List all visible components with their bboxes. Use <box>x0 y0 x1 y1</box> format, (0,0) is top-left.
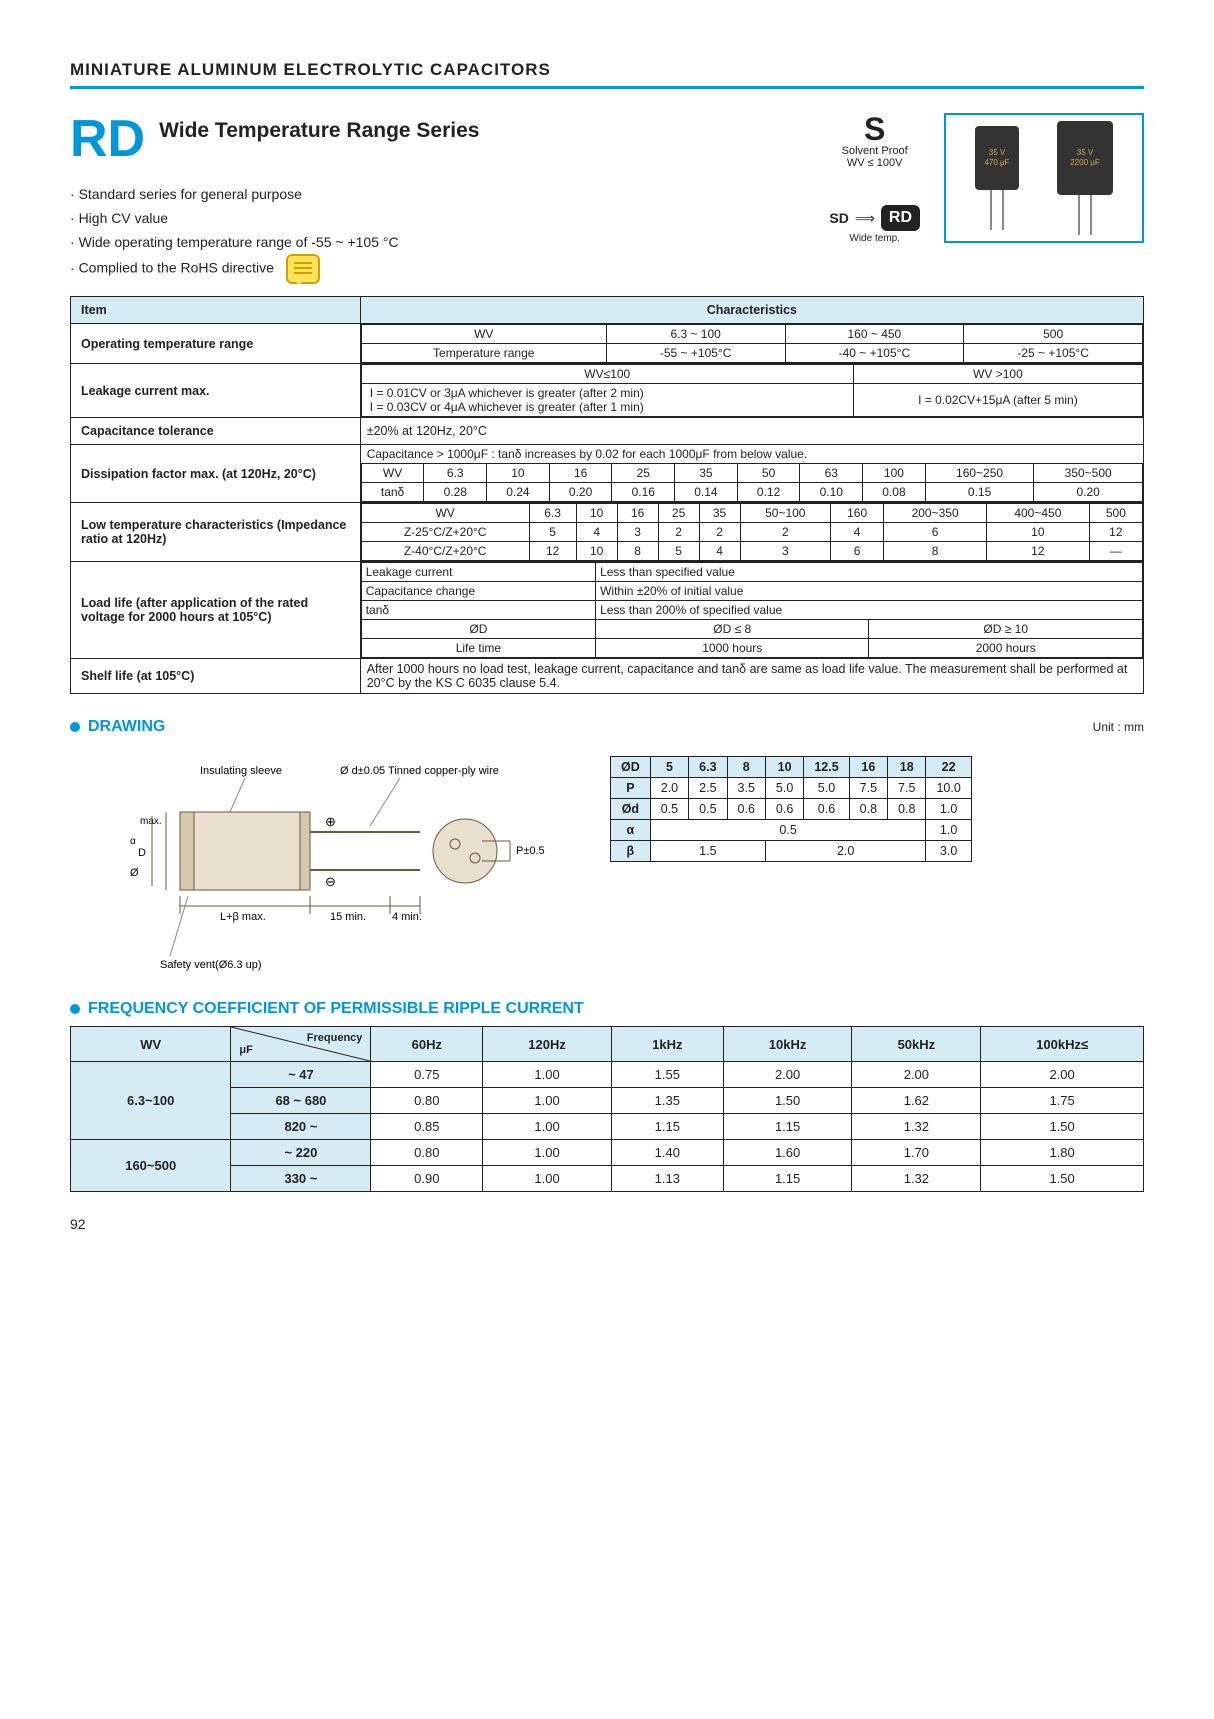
product-image-box: 35 V470 μF 35 V2200 μF <box>944 113 1144 243</box>
svg-text:4 min.: 4 min. <box>392 911 422 923</box>
row-dissipation: Dissipation factor max. (at 120Hz, 20°C)… <box>71 445 1144 503</box>
page-title: MINIATURE ALUMINUM ELECTROLYTIC CAPACITO… <box>70 60 1144 89</box>
svg-text:Safety vent(Ø6.3 up): Safety vent(Ø6.3 up) <box>160 959 262 971</box>
row-lowtemp: Low temperature characteristics (Impedan… <box>71 503 1144 562</box>
series-code: RD <box>70 113 145 165</box>
svg-text:max.: max. <box>140 816 162 827</box>
dimension-table: ØD56.381012.5161822P2.02.53.55.05.07.57.… <box>610 756 972 862</box>
header-row: RD Wide Temperature Range Series Standar… <box>70 113 1144 284</box>
svg-text:⊕: ⊕ <box>325 814 336 829</box>
drawing-svg: Insulating sleeve Ø d±0.05 Tinned copper… <box>70 756 570 976</box>
svg-text:Insulating sleeve: Insulating sleeve <box>200 765 282 777</box>
th-char: Characteristics <box>360 297 1143 324</box>
sd-badge: SD ⟹ RD <box>829 205 920 231</box>
bullet: Wide operating temperature range of -55 … <box>70 231 479 255</box>
svg-text:Ø d±0.05 Tinned copper-ply wir: Ø d±0.05 Tinned copper-ply wire <box>340 765 499 777</box>
capacitor-large-icon: 35 V2200 μF <box>1057 121 1113 195</box>
svg-text:15 min.: 15 min. <box>330 911 366 923</box>
row-shelf: Shelf life (at 105°C) After 1000 hours n… <box>71 659 1144 694</box>
row-op-temp: Operating temperature range WV6.3 ~ 1001… <box>71 324 1144 364</box>
svg-text:D: D <box>138 847 146 859</box>
bullet-list: Standard series for general purpose High… <box>70 183 479 284</box>
th-item: Item <box>71 297 361 324</box>
logo-icon: S <box>829 113 920 145</box>
row-leakage: Leakage current max. WV≤100WV >100 I = 0… <box>71 364 1144 418</box>
svg-text:⊖: ⊖ <box>325 874 336 889</box>
bullet: High CV value <box>70 207 479 231</box>
unit-label: Unit : mm <box>1093 720 1144 734</box>
bullet: Standard series for general purpose <box>70 183 479 207</box>
row-cap-tol: Capacitance tolerance ±20% at 120Hz, 20°… <box>71 418 1144 445</box>
bullet: Complied to the RoHS directive <box>70 254 479 284</box>
capacitor-small-icon: 35 V470 μF <box>975 126 1019 190</box>
svg-text:Ø: Ø <box>130 867 139 879</box>
svg-text:P±0.5: P±0.5 <box>516 845 545 857</box>
series-name: Wide Temperature Range Series <box>159 117 479 144</box>
frequency-table: WV Frequency μF60Hz120Hz1kHz10kHz50kHz10… <box>70 1026 1144 1192</box>
svg-text:L+β max.: L+β max. <box>220 911 266 923</box>
note-icon <box>286 254 320 284</box>
drawing-heading: DRAWING Unit : mm <box>70 718 1144 736</box>
sd-sub: Wide temp. <box>829 233 920 244</box>
row-load-life: Load life (after application of the rate… <box>71 562 1144 659</box>
page-number: 92 <box>70 1216 1144 1232</box>
characteristics-table: Item Characteristics Operating temperatu… <box>70 296 1144 694</box>
freq-heading: FREQUENCY COEFFICIENT OF PERMISSIBLE RIP… <box>70 1000 1144 1018</box>
solvent-proof: S Solvent Proof WV ≤ 100V <box>829 113 920 169</box>
svg-text:α: α <box>130 836 136 847</box>
